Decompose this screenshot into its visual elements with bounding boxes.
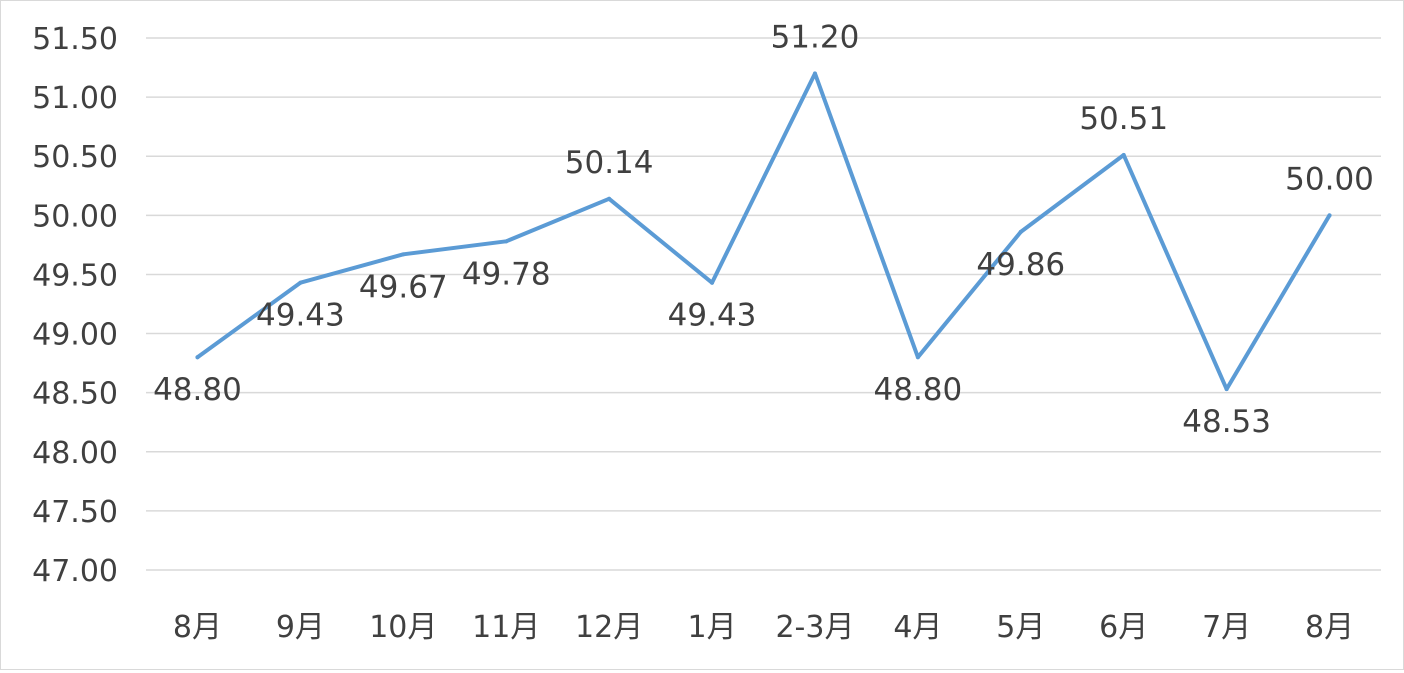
y-tick-label: 51.00 [32,81,118,116]
x-category-label: 4月 [893,610,942,645]
x-category-label: 8月 [1305,610,1354,645]
data-label: 49.86 [976,247,1065,283]
x-category-label: 7月 [1202,610,1251,645]
x-category-label: 6月 [1099,610,1148,645]
data-label: 49.43 [256,298,345,334]
series-lines [195,71,1332,392]
x-category-label: 1月 [687,610,736,645]
x-category-label: 10月 [369,610,437,645]
data-point [195,355,200,360]
y-tick-label: 51.50 [32,22,118,57]
data-point [1018,229,1023,234]
data-label: 48.80 [153,372,242,408]
x-axis-category-labels: 8月 9月 10月 11月 12月 1月 2-3月 4月 5月 6月 7月 8月 [173,610,1354,645]
data-label: 48.53 [1182,404,1271,440]
x-category-label: 9月 [276,610,325,645]
y-tick-label: 50.50 [32,140,118,175]
data-point [607,196,612,201]
x-category-label: 8月 [173,610,222,645]
gridlines [146,37,1381,571]
data-point [504,239,509,244]
data-point [401,252,406,257]
data-label: 49.67 [359,269,448,305]
data-point [1121,153,1126,158]
y-tick-label: 48.00 [32,436,118,471]
data-label: 50.51 [1079,101,1168,137]
data-label: 51.20 [771,19,860,55]
data-labels: 48.80 49.43 49.67 49.78 50.14 49.43 51.20 48.80… [153,19,1374,440]
data-point [710,280,715,285]
x-category-label: 5月 [996,610,1045,645]
y-axis-tick-labels: 47.00 47.50 48.00 48.50 49.00 49.50 50.00 50.50… [32,22,118,589]
y-tick-label: 47.00 [32,554,118,589]
y-tick-label: 48.50 [32,377,118,412]
y-tick-label: 49.50 [32,258,118,293]
series-line [195,71,1332,392]
data-point [915,355,920,360]
data-point [298,280,303,285]
data-point [1327,213,1332,218]
y-tick-label: 49.00 [32,318,118,353]
data-label: 49.78 [462,256,551,292]
data-point [812,71,817,76]
data-label: 50.00 [1285,161,1374,197]
data-label: 49.43 [668,298,757,334]
x-category-label: 12月 [575,610,643,645]
x-category-label: 2-3月 [775,610,854,645]
x-category-label: 11月 [472,610,540,645]
y-tick-label: 50.00 [32,199,118,234]
data-point [1224,387,1229,392]
data-label: 50.14 [565,145,654,181]
data-label: 48.80 [874,372,963,408]
y-tick-label: 47.50 [32,495,118,530]
